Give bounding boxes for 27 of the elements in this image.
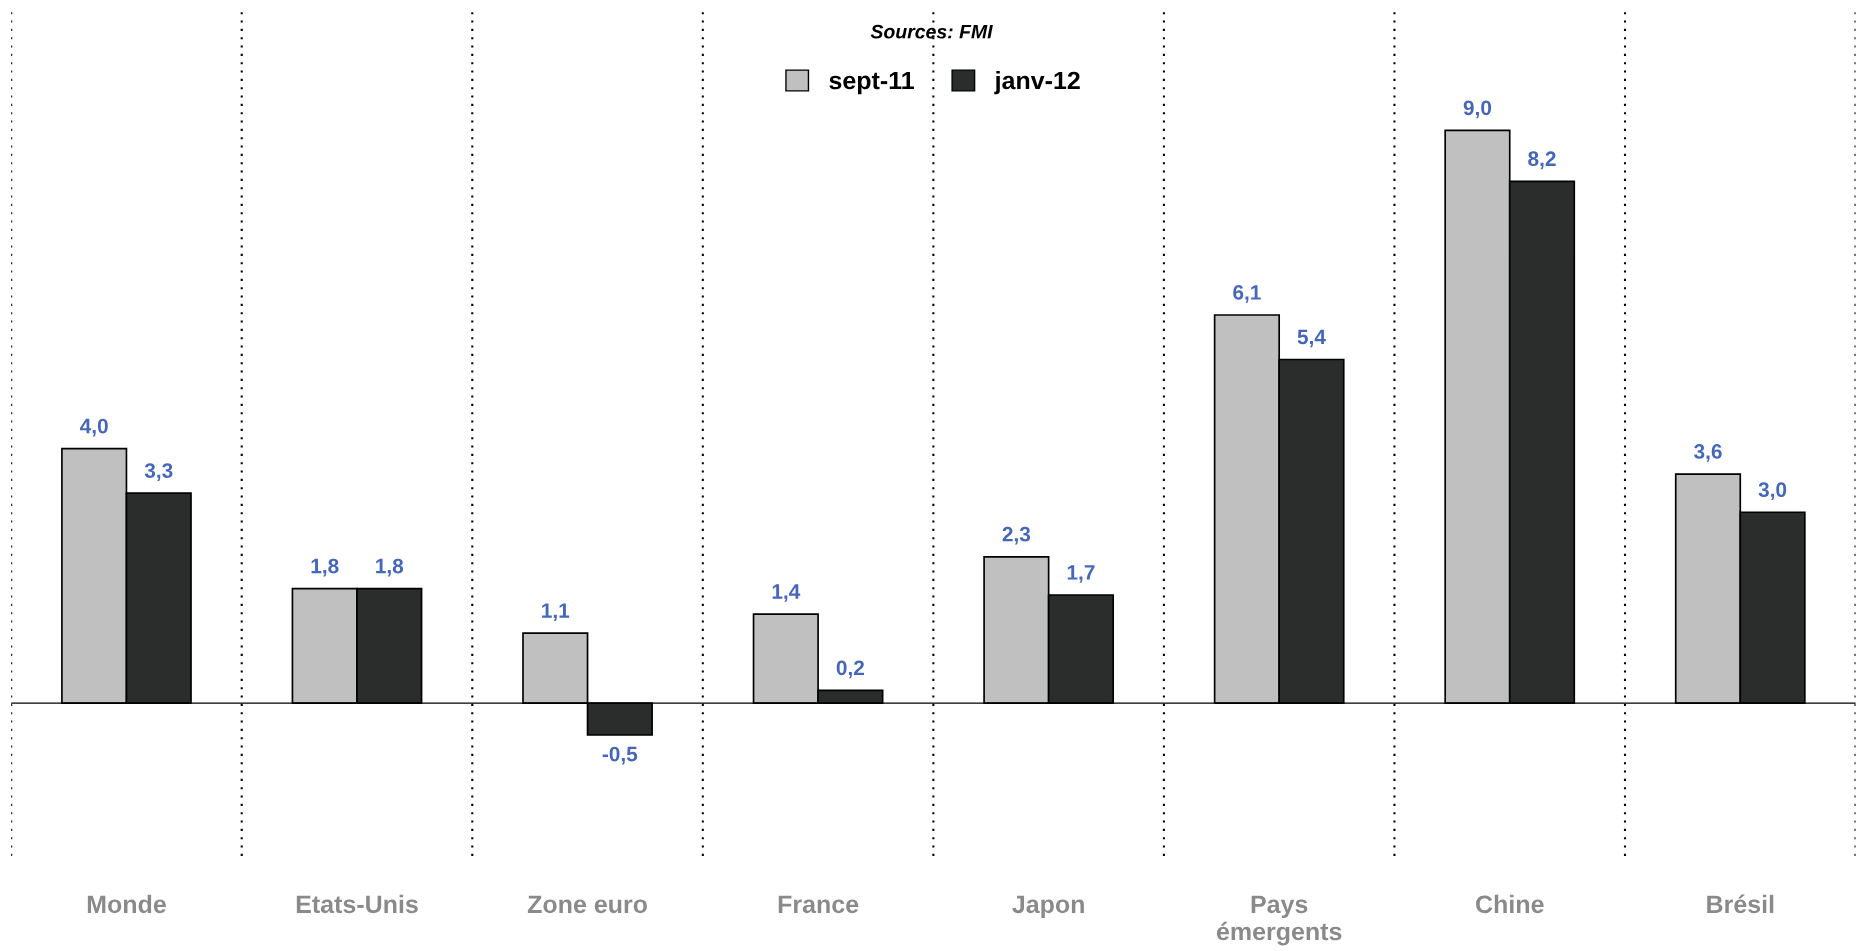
legend-label: sept-11 <box>829 71 914 95</box>
x-tick-label: France <box>778 895 859 914</box>
x-tick-label: Zone euro <box>527 895 647 914</box>
data-label: 8,2 <box>1528 151 1556 170</box>
data-label: 1,7 <box>1067 565 1095 583</box>
data-label: 1,8 <box>376 558 404 577</box>
data-label: 4,0 <box>80 418 108 437</box>
x-tick-label: Monde <box>87 894 166 914</box>
data-label: -0,5 <box>602 746 638 765</box>
data-label: 9,0 <box>1463 100 1492 119</box>
data-label: 1,4 <box>772 584 801 602</box>
data-label: 5,4 <box>1297 329 1326 348</box>
x-tick-label: Japon <box>1012 895 1084 919</box>
data-label: 0,2 <box>836 660 865 679</box>
x-tick-label: Chine <box>1476 894 1544 914</box>
data-label: 1,8 <box>311 558 339 577</box>
data-label: 6,1 <box>1233 284 1261 303</box>
data-label: 2,3 <box>1002 526 1031 545</box>
source-note: Sources: FMI <box>870 24 993 39</box>
data-label: 3,0 <box>1758 482 1787 501</box>
legend-label: janv-12 <box>994 70 1080 95</box>
x-tick-label: Etats-Unis <box>296 894 418 914</box>
data-label: 3,6 <box>1694 444 1722 462</box>
x-tick-label: Pays émergents <box>1216 895 1342 946</box>
x-tick-label: Brésil <box>1707 894 1774 914</box>
data-label: 3,3 <box>144 463 173 481</box>
data-label: 1,1 <box>542 603 570 621</box>
